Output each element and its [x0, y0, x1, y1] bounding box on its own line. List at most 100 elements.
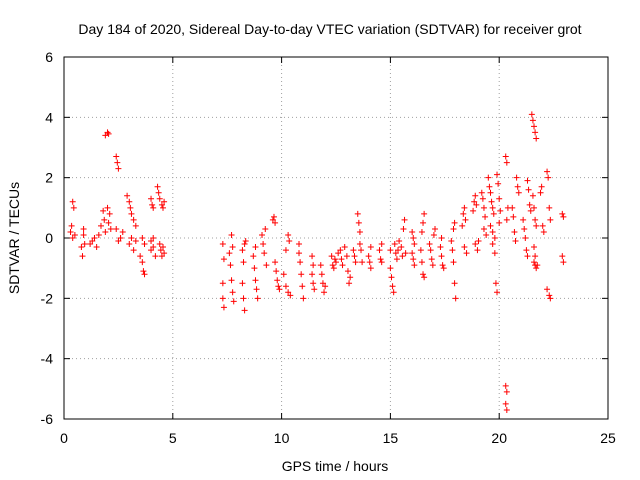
data-point — [463, 250, 470, 257]
data-point — [229, 244, 236, 251]
data-point — [155, 189, 162, 196]
data-point — [376, 247, 383, 254]
data-point — [378, 241, 385, 248]
data-point — [509, 204, 516, 211]
data-point — [149, 201, 156, 208]
data-point — [488, 198, 495, 205]
data-point — [115, 238, 122, 245]
x-axis-title: GPS time / hours — [282, 458, 389, 474]
data-point — [309, 271, 316, 278]
data-point — [240, 259, 247, 266]
data-point — [399, 253, 406, 260]
data-point — [158, 201, 165, 208]
data-point — [489, 228, 496, 235]
data-point — [540, 228, 547, 235]
x-tick-label: 15 — [383, 430, 399, 446]
data-point — [80, 225, 87, 232]
data-point — [97, 222, 104, 229]
data-point — [311, 286, 318, 293]
data-point — [479, 195, 486, 202]
data-point — [471, 198, 478, 205]
data-point — [337, 247, 344, 254]
data-point — [322, 283, 329, 290]
data-point — [128, 235, 135, 241]
data-point — [409, 228, 416, 235]
data-point — [100, 207, 107, 214]
data-point — [459, 222, 466, 229]
data-point — [241, 241, 248, 248]
data-point — [489, 241, 496, 248]
data-point — [310, 280, 317, 287]
data-point — [254, 295, 261, 302]
data-point — [427, 247, 434, 254]
x-tick-label: 25 — [600, 430, 616, 446]
data-point — [503, 406, 510, 413]
data-point — [529, 192, 536, 199]
data-point — [496, 195, 503, 202]
data-point — [150, 235, 157, 241]
data-point — [79, 253, 86, 260]
data-point — [287, 292, 294, 299]
data-point — [495, 180, 502, 187]
data-point — [531, 123, 538, 130]
data-point — [388, 274, 395, 281]
data-point — [156, 241, 163, 248]
data-point — [545, 174, 552, 181]
data-point — [560, 213, 567, 220]
data-point — [502, 382, 509, 389]
data-point — [156, 195, 163, 202]
y-tick-label: -2 — [41, 290, 54, 306]
data-point — [253, 286, 260, 293]
data-point — [228, 277, 235, 284]
data-point — [524, 253, 531, 260]
data-point — [89, 238, 96, 245]
data-point — [487, 222, 494, 229]
data-point — [272, 219, 279, 226]
data-point — [512, 238, 519, 245]
data-point — [438, 253, 445, 260]
data-point — [309, 253, 316, 260]
data-point — [395, 247, 402, 254]
data-point — [78, 244, 85, 251]
data-point — [227, 262, 234, 269]
data-point — [411, 262, 418, 269]
data-point — [300, 295, 307, 302]
data-point — [124, 192, 131, 199]
data-point — [148, 238, 155, 245]
data-point — [494, 289, 501, 296]
data-point — [389, 283, 396, 290]
data-point — [137, 253, 144, 260]
data-point — [150, 244, 157, 251]
data-point — [440, 265, 447, 272]
data-point — [527, 207, 534, 214]
data-point — [67, 228, 74, 235]
y-tick-label: 4 — [45, 109, 53, 125]
data-point — [533, 135, 540, 142]
data-point — [534, 262, 541, 269]
data-point — [130, 216, 137, 223]
data-point — [269, 216, 276, 223]
x-tick-label: 20 — [491, 430, 507, 446]
data-point — [539, 222, 546, 229]
data-point — [438, 235, 445, 241]
data-point — [401, 216, 408, 223]
data-point — [160, 244, 167, 251]
data-point — [252, 244, 259, 251]
data-point — [402, 250, 409, 257]
data-point — [333, 259, 339, 266]
data-point — [344, 268, 351, 275]
data-point — [432, 225, 439, 232]
data-point — [531, 259, 538, 266]
data-point — [356, 228, 363, 235]
data-point — [396, 238, 403, 245]
data-point — [461, 204, 468, 211]
data-points — [67, 111, 567, 413]
data-point — [355, 219, 362, 226]
data-point — [139, 235, 146, 241]
data-point — [317, 262, 324, 269]
data-point — [343, 253, 350, 260]
data-point — [559, 210, 566, 217]
data-point — [282, 283, 289, 290]
data-point — [262, 225, 269, 232]
